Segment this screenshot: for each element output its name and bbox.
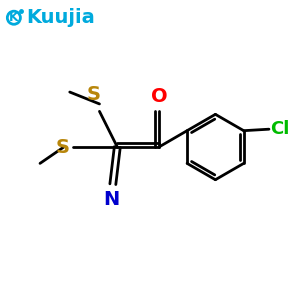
Text: K: K	[9, 11, 19, 24]
Text: N: N	[103, 190, 119, 208]
Text: O: O	[151, 87, 167, 106]
Text: Kuujia: Kuujia	[26, 8, 94, 27]
Text: S: S	[86, 85, 100, 104]
Text: Cl: Cl	[271, 120, 290, 138]
Text: S: S	[55, 137, 69, 157]
